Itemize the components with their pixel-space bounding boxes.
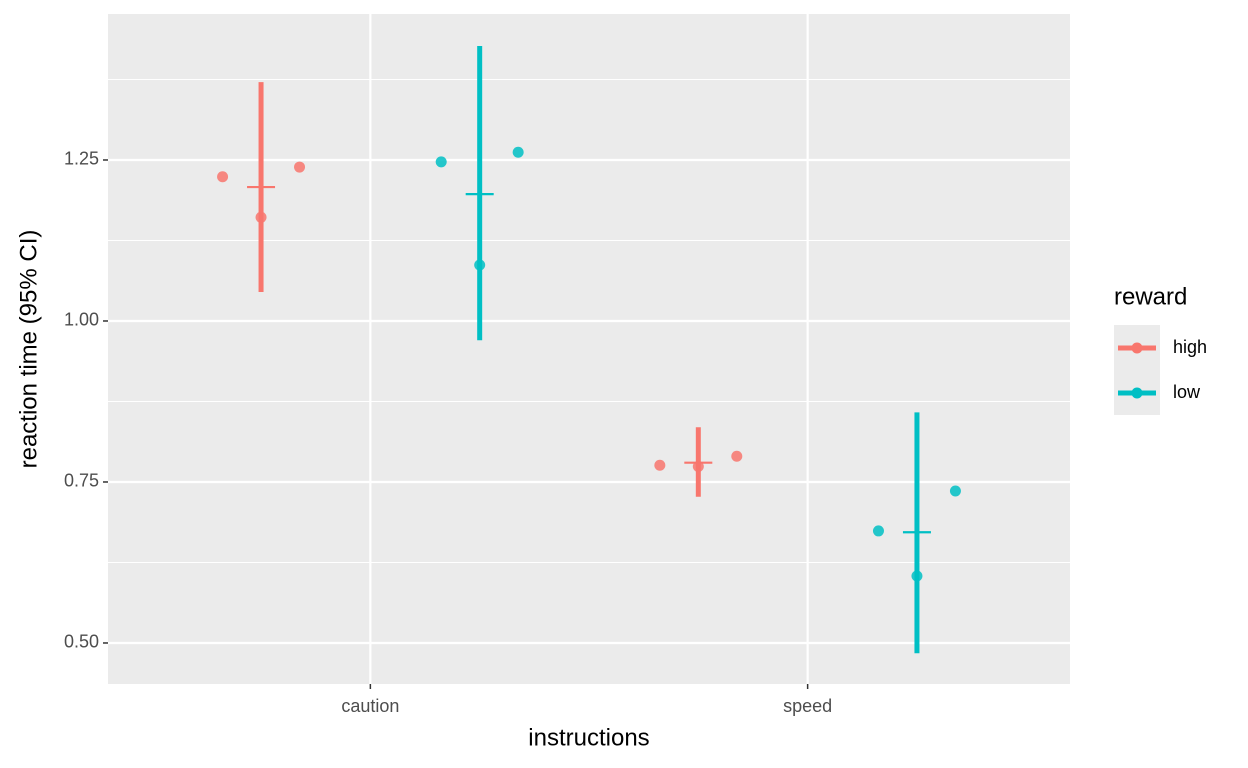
legend-label: high	[1173, 337, 1207, 357]
y-tick-label: 0.75	[64, 471, 99, 491]
data-point	[654, 459, 666, 471]
panel-background	[108, 14, 1070, 684]
data-point	[474, 259, 486, 271]
y-tick-label: 1.00	[64, 310, 99, 330]
legend-title: reward	[1114, 283, 1187, 310]
y-axis-title: reaction time (95% CI)	[15, 230, 42, 469]
x-tick-label: speed	[783, 696, 832, 716]
x-tick-label: caution	[341, 696, 399, 716]
legend-key-point	[1131, 387, 1143, 399]
data-point	[294, 161, 306, 173]
legend-label: low	[1173, 382, 1201, 402]
x-axis-title: instructions	[528, 724, 649, 751]
y-tick-label: 0.50	[64, 632, 99, 652]
data-point	[512, 146, 524, 158]
data-point	[692, 461, 704, 473]
data-point	[435, 156, 447, 168]
y-tick-label: 1.25	[64, 149, 99, 169]
data-point	[217, 171, 229, 183]
data-point	[872, 525, 884, 537]
data-point	[731, 450, 743, 462]
legend-key-point	[1131, 342, 1143, 354]
legend-key-background	[1114, 325, 1160, 415]
data-point	[255, 211, 267, 223]
data-point	[911, 570, 923, 582]
data-point	[949, 485, 961, 497]
